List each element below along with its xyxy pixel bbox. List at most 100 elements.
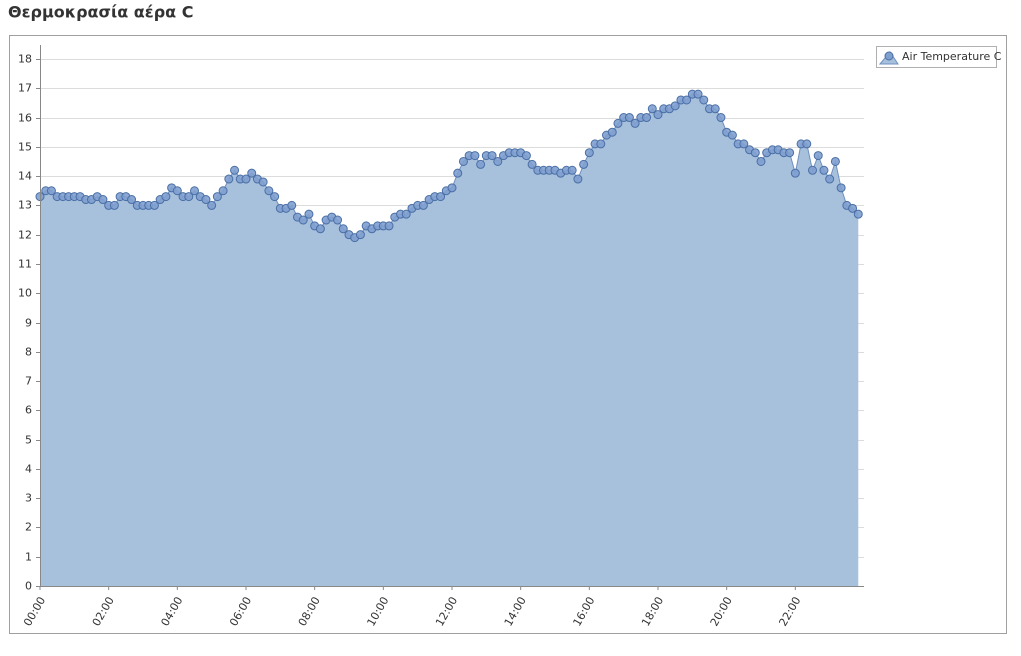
- y-tick-label: 9: [25, 317, 32, 330]
- marker: [247, 168, 257, 178]
- y-tick-label: 17: [18, 82, 32, 95]
- marker: [790, 168, 800, 178]
- y-tick-label: 4: [25, 463, 32, 476]
- marker: [184, 192, 194, 202]
- y-tick-label: 7: [25, 375, 32, 388]
- y-tick-label: 0: [25, 580, 32, 593]
- y-tick-label: 12: [18, 229, 32, 242]
- marker: [596, 139, 606, 149]
- marker: [338, 224, 348, 234]
- y-tick-label: 2: [25, 521, 32, 534]
- marker: [853, 209, 863, 219]
- legend-marker: [884, 51, 894, 61]
- marker: [670, 101, 680, 111]
- marker: [436, 192, 446, 202]
- marker: [109, 200, 119, 210]
- marker: [727, 130, 737, 140]
- y-tick-label: 13: [18, 199, 32, 212]
- marker: [190, 186, 199, 196]
- marker: [161, 192, 171, 202]
- marker: [699, 95, 709, 105]
- marker: [476, 159, 486, 169]
- marker: [46, 186, 56, 196]
- y-tick-label: 1: [25, 551, 32, 564]
- marker: [521, 151, 531, 161]
- marker: [573, 174, 583, 184]
- y-tick-label: 6: [25, 404, 32, 417]
- marker: [298, 215, 308, 225]
- legend-label: Air Temperature C: [902, 50, 1002, 63]
- marker: [527, 159, 537, 169]
- marker: [258, 177, 268, 187]
- marker: [579, 159, 589, 169]
- marker: [567, 165, 577, 175]
- marker: [716, 113, 726, 123]
- marker: [682, 95, 692, 105]
- marker: [653, 110, 663, 120]
- marker: [493, 156, 503, 166]
- marker: [447, 183, 457, 193]
- marker: [813, 151, 823, 161]
- marker: [836, 183, 846, 193]
- y-tick-label: 10: [18, 287, 32, 300]
- marker: [453, 168, 463, 178]
- legend-box: [876, 46, 997, 68]
- marker: [224, 174, 234, 184]
- marker: [384, 221, 394, 231]
- marker: [802, 139, 812, 149]
- y-tick-label: 8: [25, 346, 32, 359]
- marker: [315, 224, 325, 234]
- marker: [693, 89, 703, 99]
- marker: [750, 148, 760, 158]
- legend: Air Temperature C: [876, 46, 1002, 68]
- marker: [304, 209, 314, 219]
- marker: [848, 203, 858, 213]
- marker: [201, 195, 211, 205]
- marker: [333, 215, 343, 225]
- marker: [642, 113, 652, 123]
- marker: [355, 230, 365, 240]
- marker: [218, 186, 228, 196]
- y-tick-label: 18: [18, 53, 32, 66]
- marker: [739, 139, 749, 149]
- area: [40, 94, 859, 586]
- marker: [418, 200, 428, 210]
- marker: [287, 200, 297, 210]
- marker: [830, 156, 840, 166]
- marker: [270, 192, 280, 202]
- y-tick-label: 3: [25, 492, 32, 505]
- marker: [207, 200, 217, 210]
- marker: [647, 104, 657, 114]
- marker: [470, 151, 480, 161]
- marker: [819, 165, 829, 175]
- marker: [613, 118, 623, 128]
- marker: [584, 148, 594, 158]
- marker: [241, 174, 251, 184]
- marker: [458, 156, 468, 166]
- marker: [607, 127, 617, 137]
- marker: [785, 148, 795, 158]
- marker: [230, 165, 240, 175]
- marker: [624, 113, 634, 123]
- y-tick-label: 15: [18, 141, 32, 154]
- marker: [630, 118, 640, 128]
- y-tick-label: 5: [25, 434, 32, 447]
- marker: [98, 195, 108, 205]
- marker: [710, 104, 720, 114]
- marker: [756, 156, 766, 166]
- chart-title: Θερμοκρασία αέρα C: [8, 3, 193, 22]
- y-tick-label: 14: [18, 170, 32, 183]
- marker: [172, 186, 182, 196]
- marker: [487, 151, 497, 161]
- y-tick-label: 11: [18, 258, 32, 271]
- marker: [401, 209, 411, 219]
- marker: [127, 195, 137, 205]
- marker: [149, 200, 159, 210]
- marker: [212, 192, 222, 202]
- y-tick-label: 16: [18, 112, 32, 125]
- marker: [264, 186, 274, 196]
- marker: [825, 174, 835, 184]
